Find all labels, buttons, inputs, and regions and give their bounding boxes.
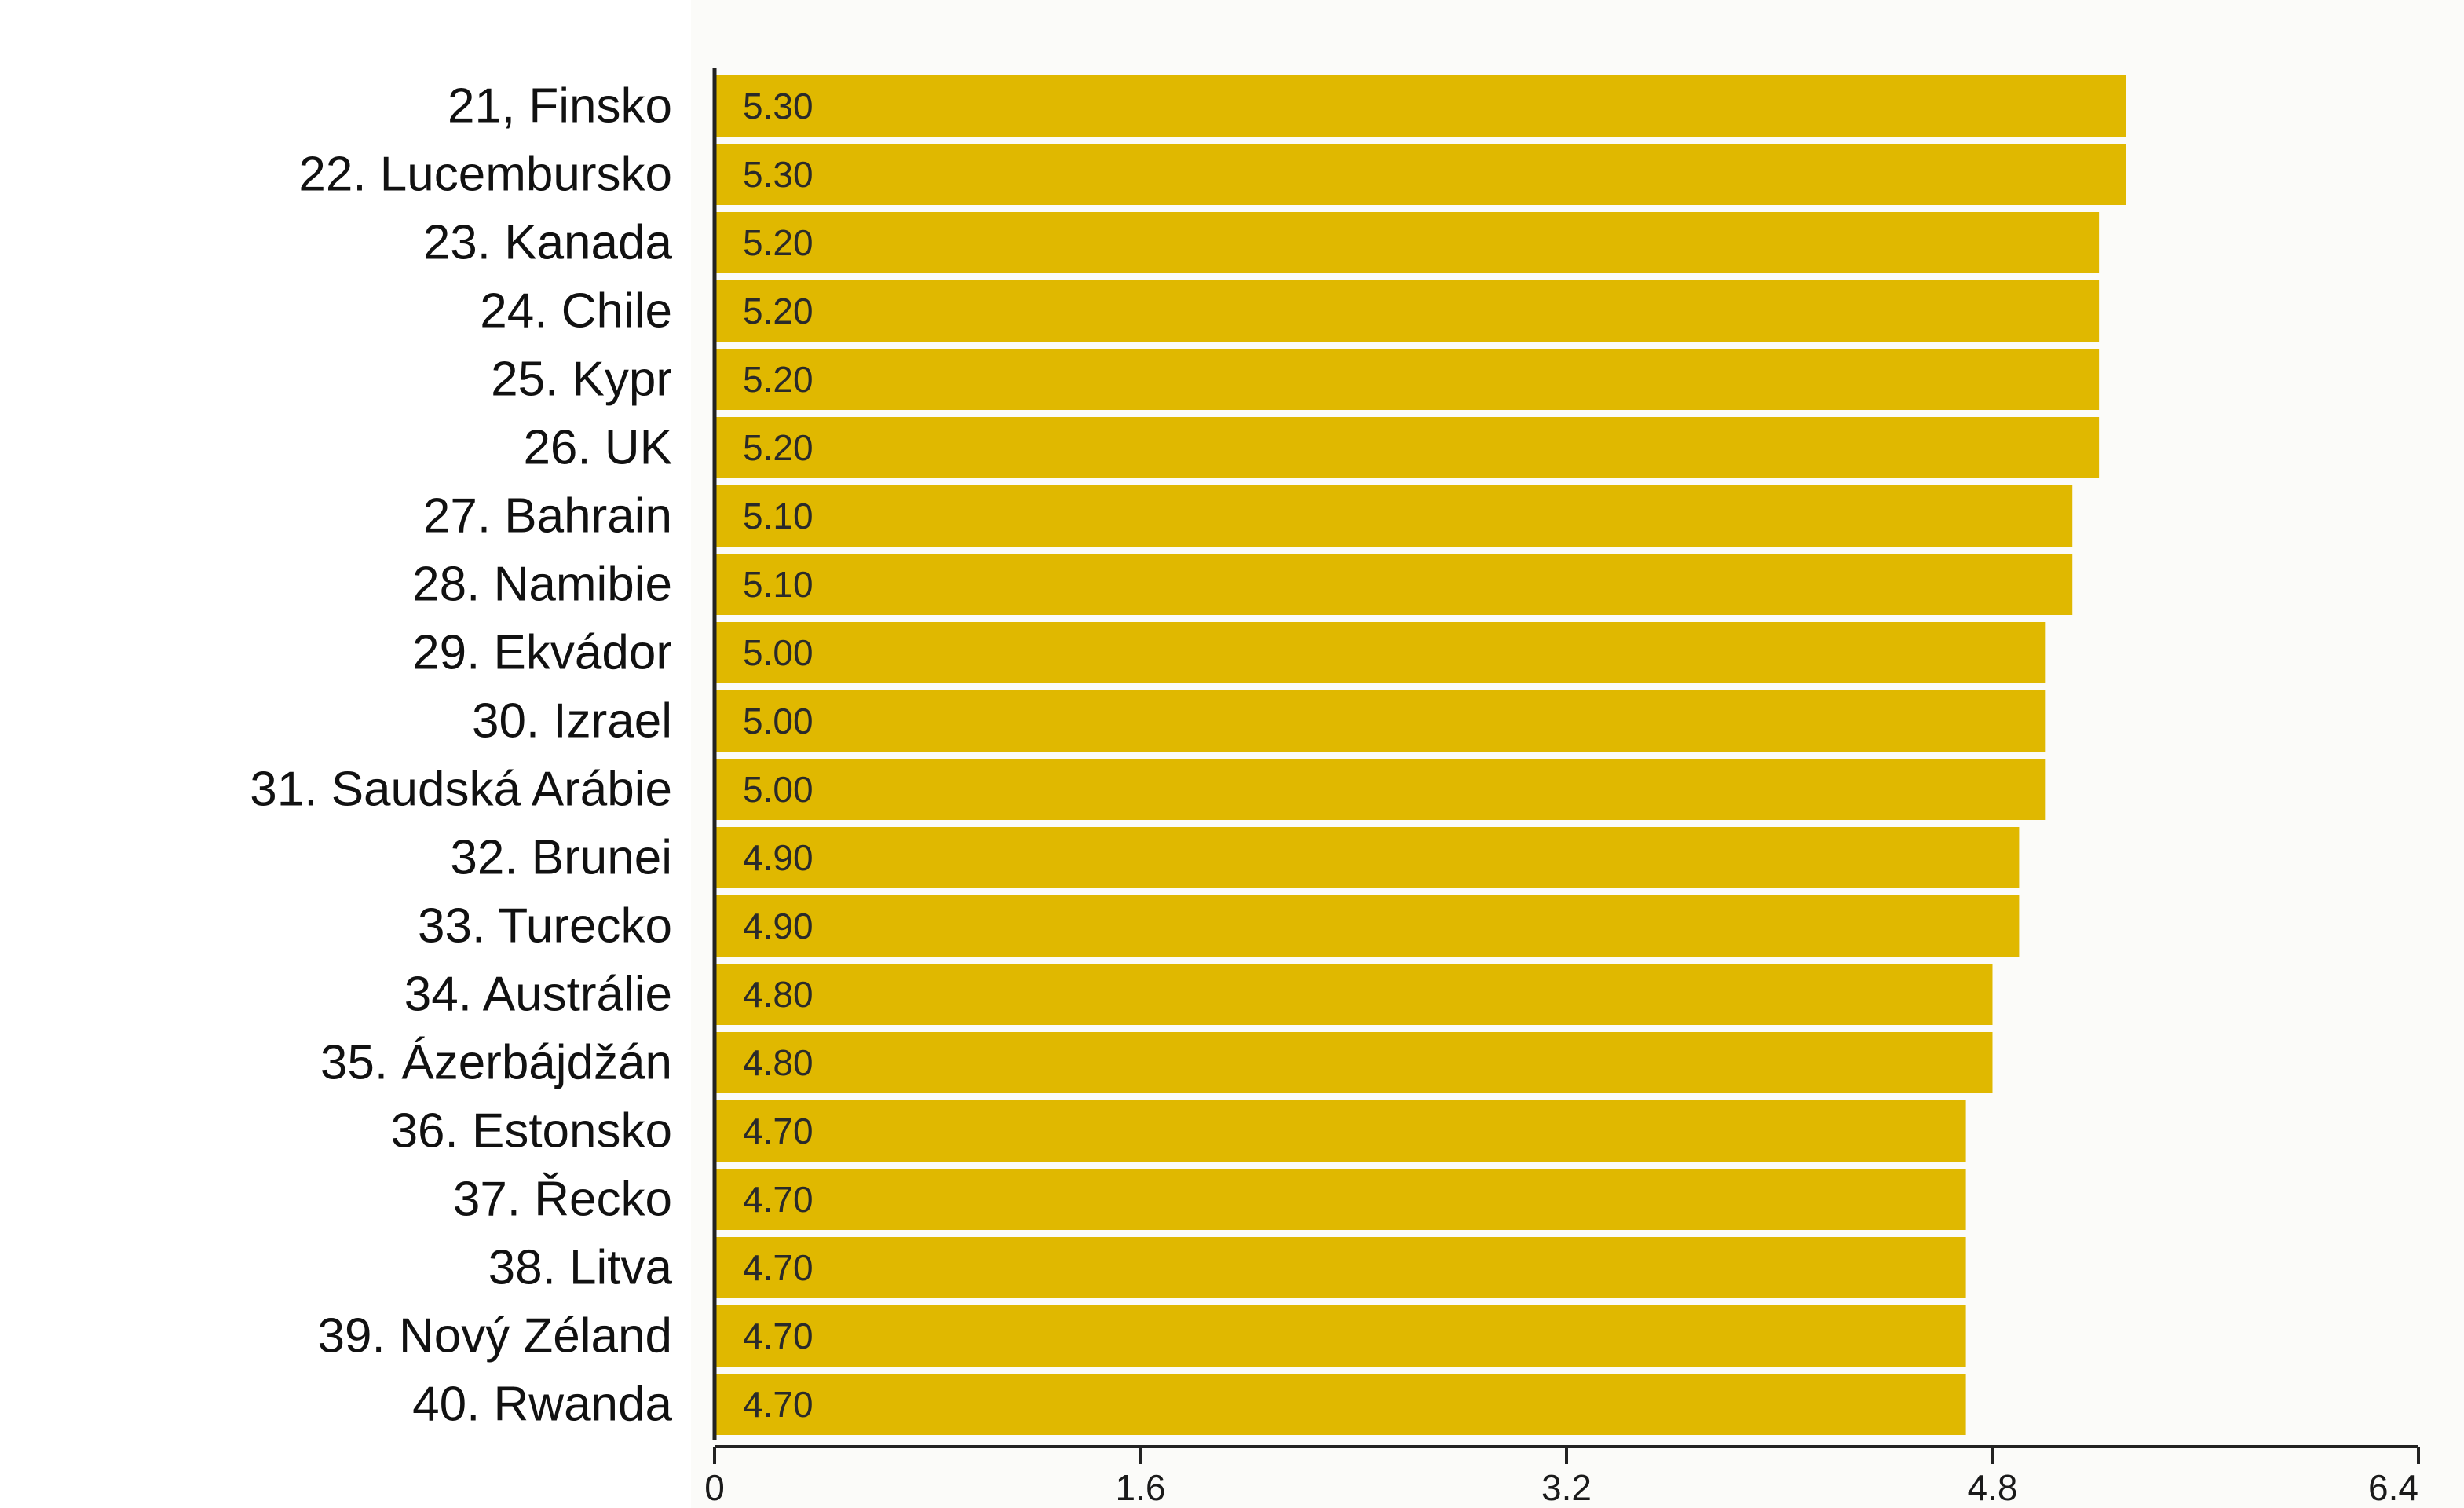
value-labels: 5.30 5.30 5.20 5.20 5.20 5.20 5.10 5.10 5.00 5.00…: [743, 86, 813, 1425]
bar-5: [715, 349, 2100, 410]
data-label: 4.70: [743, 1179, 813, 1220]
category-label: 40. Rwanda: [412, 1378, 672, 1432]
category-label: 29. Ekvádor: [412, 626, 672, 680]
data-label: 4.90: [743, 906, 813, 946]
category-label: 27. Bahrain: [423, 489, 672, 544]
data-label: 5.30: [743, 154, 813, 195]
bar-3: [715, 212, 2100, 273]
data-label: 4.70: [743, 1247, 813, 1288]
category-label: 35. Ázerbájdžán: [320, 1036, 672, 1090]
data-label: 4.70: [743, 1384, 813, 1425]
category-label: 26. UK: [523, 421, 672, 475]
data-label: 5.30: [743, 86, 813, 126]
data-label: 4.70: [743, 1316, 813, 1356]
bar-15: [715, 1032, 1993, 1093]
bar-20: [715, 1374, 1966, 1435]
x-axis: 0 1.6 3.2 4.8 6.4: [704, 68, 2420, 1508]
category-label: 38. Litva: [488, 1241, 673, 1295]
data-label: 5.10: [743, 564, 813, 605]
category-label: 37. Řecko: [453, 1173, 672, 1227]
category-label: 24. Chile: [480, 284, 672, 339]
bar-10: [715, 690, 2046, 752]
data-label: 5.10: [743, 496, 813, 536]
category-label: 28. Namibie: [412, 558, 672, 612]
data-label: 5.20: [743, 222, 813, 263]
category-label: 31. Saudská Arábie: [250, 763, 672, 817]
data-label: 4.80: [743, 1042, 813, 1083]
bar-13: [715, 895, 2020, 957]
data-label: 5.00: [743, 632, 813, 673]
bar-6: [715, 417, 2100, 478]
x-tick-label: 3.2: [1541, 1467, 1592, 1508]
data-label: 4.70: [743, 1111, 813, 1151]
data-label: 5.00: [743, 769, 813, 810]
bar-9: [715, 622, 2046, 683]
category-label: 25. Kypr: [491, 353, 672, 407]
bar-14: [715, 964, 1993, 1025]
category-label: 34. Austrálie: [404, 968, 672, 1022]
bar-19: [715, 1305, 1966, 1367]
bar-8: [715, 554, 2073, 615]
bar-1: [715, 75, 2126, 137]
bar-17: [715, 1169, 1966, 1230]
bar-12: [715, 827, 2020, 888]
category-label: 30. Izrael: [472, 694, 672, 749]
bar-4: [715, 280, 2100, 342]
data-label: 5.20: [743, 291, 813, 331]
data-label: 4.90: [743, 837, 813, 878]
bar-2: [715, 144, 2126, 205]
category-label: 36. Estonsko: [391, 1104, 672, 1158]
category-labels: 21, Finsko 22. Lucembursko 23. Kanada 24. C…: [250, 79, 672, 1432]
bar-11: [715, 759, 2046, 820]
bar-16: [715, 1100, 1966, 1162]
category-label: 39. Nový Zéland: [318, 1309, 672, 1363]
data-label: 5.00: [743, 701, 813, 741]
category-label: 33. Turecko: [418, 899, 672, 953]
data-label: 5.20: [743, 359, 813, 400]
x-tick-label: 0: [704, 1467, 725, 1508]
category-label: 21, Finsko: [448, 79, 672, 134]
data-label: 4.80: [743, 974, 813, 1015]
bars-layer: [715, 75, 2126, 1435]
category-label: 32. Brunei: [450, 831, 672, 885]
category-label: 23. Kanada: [423, 216, 673, 270]
category-label: 22. Lucembursko: [298, 148, 672, 202]
x-tick-label: 6.4: [2368, 1467, 2418, 1508]
x-tick-label: 1.6: [1116, 1467, 1166, 1508]
bar-18: [715, 1237, 1966, 1298]
data-label: 5.20: [743, 427, 813, 468]
x-tick-label: 4.8: [1968, 1467, 2018, 1508]
bar-7: [715, 485, 2073, 547]
